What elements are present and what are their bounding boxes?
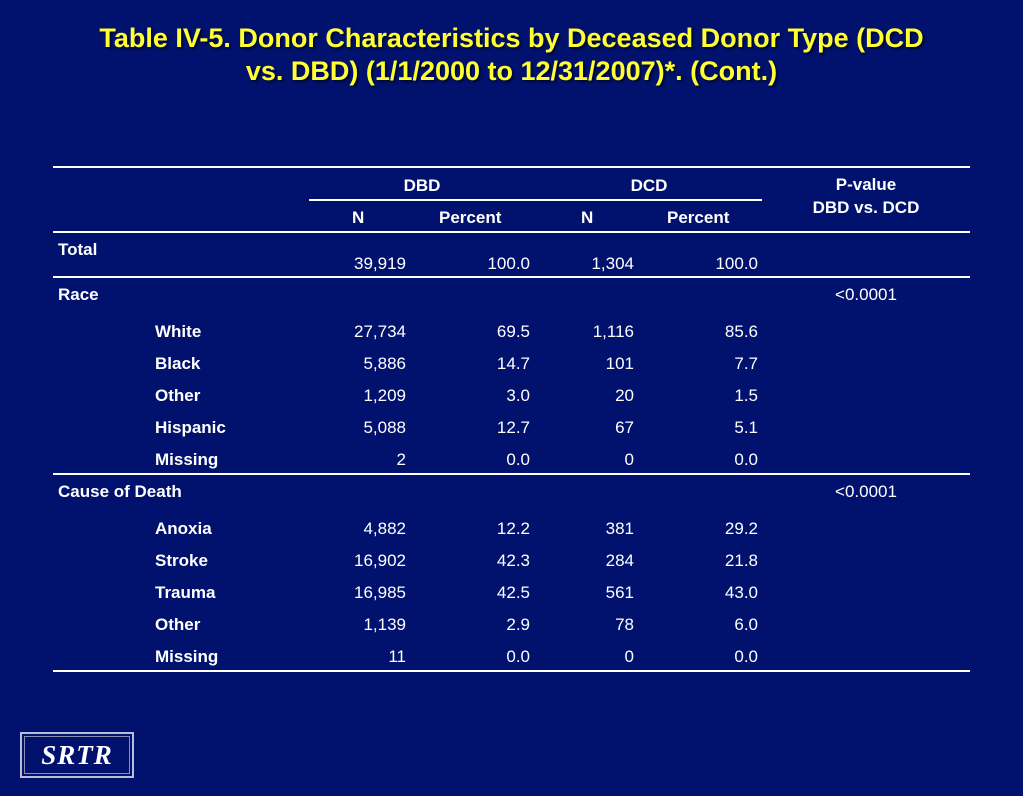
- row-dbd-percent: 69.5: [496, 322, 530, 341]
- row-label: Anoxia: [155, 519, 212, 538]
- row-label: Stroke: [155, 551, 208, 570]
- row-dcd-percent: 1.5: [734, 386, 758, 405]
- row-dbd-n: 2: [396, 450, 406, 469]
- row-dbd-percent: 42.3: [496, 551, 530, 570]
- row-dcd-n: 284: [605, 551, 634, 570]
- race-bottom-rule: [53, 473, 970, 475]
- slide-title: Table IV-5. Donor Characteristics by Dec…: [20, 22, 1003, 88]
- header-dbd-percent: Percent: [439, 208, 502, 227]
- logo-text: SRTR: [41, 739, 113, 770]
- cause-pvalue: <0.0001: [835, 482, 897, 501]
- row-dcd-n: 561: [605, 583, 634, 602]
- header-dbd: DBD: [403, 176, 441, 195]
- race-section-label: Race: [58, 285, 99, 304]
- row-dbd-n: 4,882: [363, 519, 406, 538]
- title-line-2: vs. DBD) (1/1/2000 to 12/31/2007)*. (Con…: [245, 56, 778, 86]
- row-label: Other: [155, 615, 201, 634]
- row-dbd-n: 1,209: [363, 386, 406, 405]
- row-dcd-n: 78: [615, 615, 634, 634]
- header-pvalue-line2: DBD vs. DCD: [812, 198, 920, 217]
- row-label: Black: [155, 354, 201, 373]
- total-dcd-percent: 100.0: [715, 254, 758, 273]
- row-dcd-percent: 29.2: [724, 519, 758, 538]
- title-line-1: Table IV-5. Donor Characteristics by Dec…: [99, 23, 924, 53]
- row-label: White: [155, 322, 202, 341]
- dbd-group-rule: [309, 199, 536, 201]
- row-dcd-n: 67: [615, 418, 634, 437]
- row-label: Hispanic: [155, 418, 226, 437]
- row-dbd-percent: 0.0: [506, 647, 530, 666]
- row-dbd-n: 11: [388, 647, 406, 666]
- row-dbd-percent: 12.2: [496, 519, 530, 538]
- row-dbd-n: 5,088: [363, 418, 406, 437]
- row-dbd-percent: 42.5: [496, 583, 530, 602]
- row-label: Missing: [155, 450, 219, 469]
- row-label: Missing: [155, 647, 219, 666]
- row-dbd-n: 5,886: [363, 354, 406, 373]
- row-dcd-n: 0: [624, 647, 634, 666]
- row-dcd-percent: 85.6: [724, 322, 758, 341]
- dcd-group-rule: [536, 199, 762, 201]
- header-dcd-percent: Percent: [667, 208, 730, 227]
- row-dcd-n: 0: [624, 450, 634, 469]
- row-dbd-percent: 2.9: [506, 615, 530, 634]
- row-dbd-n: 1,139: [363, 615, 406, 634]
- row-dbd-percent: 12.7: [496, 418, 530, 437]
- header-pvalue-line1: P-value: [835, 175, 897, 194]
- row-dbd-percent: 0.0: [506, 450, 530, 469]
- row-dcd-n: 1,116: [592, 322, 634, 341]
- row-dcd-percent: 0.0: [734, 647, 758, 666]
- race-pvalue: <0.0001: [835, 285, 897, 304]
- table-top-rule: [53, 166, 970, 168]
- row-dbd-percent: 3.0: [506, 386, 530, 405]
- row-dbd-n: 27,734: [354, 322, 406, 341]
- total-bottom-rule: [53, 276, 970, 278]
- row-dcd-n: 20: [615, 386, 634, 405]
- row-dcd-percent: 43.0: [724, 583, 758, 602]
- total-dbd-n: 39,919: [354, 254, 406, 273]
- header-bottom-rule: [53, 231, 970, 233]
- row-dcd-percent: 5.1: [734, 418, 758, 437]
- row-dcd-percent: 21.8: [724, 551, 758, 570]
- srtr-logo: SRTR: [20, 732, 134, 778]
- row-dcd-n: 101: [605, 354, 634, 373]
- header-dbd-n: N: [352, 208, 365, 227]
- header-dcd-n: N: [581, 208, 594, 227]
- row-dcd-percent: 7.7: [734, 354, 758, 373]
- row-dcd-percent: 0.0: [734, 450, 758, 469]
- row-dcd-percent: 6.0: [734, 615, 758, 634]
- row-dbd-n: 16,985: [354, 583, 406, 602]
- row-dbd-percent: 14.7: [496, 354, 530, 373]
- total-label: Total: [58, 240, 98, 259]
- row-label: Trauma: [155, 583, 216, 602]
- row-dbd-n: 16,902: [354, 551, 406, 570]
- table-bottom-rule: [53, 670, 970, 672]
- header-dcd: DCD: [630, 176, 668, 195]
- cause-section-label: Cause of Death: [58, 482, 182, 501]
- row-label: Other: [155, 386, 201, 405]
- row-dcd-n: 381: [605, 519, 634, 538]
- total-dcd-n: 1,304: [591, 254, 634, 273]
- total-dbd-percent: 100.0: [487, 254, 530, 273]
